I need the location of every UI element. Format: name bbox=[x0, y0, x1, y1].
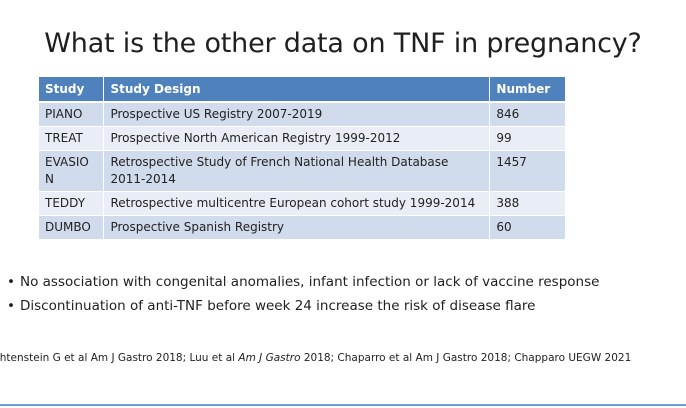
cell-design: Prospective North American Registry 1999… bbox=[103, 126, 491, 151]
header-study: Study bbox=[39, 77, 105, 103]
reference-journal-italic: Am J Gastro bbox=[238, 352, 301, 364]
bottom-divider bbox=[0, 404, 686, 406]
list-item: • Discontinuation of anti-TNF before wee… bbox=[0, 297, 686, 321]
cell-study: EVASIO N bbox=[39, 150, 105, 192]
cell-study: PIANO bbox=[39, 102, 105, 127]
cell-number: 388 bbox=[489, 191, 565, 216]
cell-number: 60 bbox=[489, 215, 565, 240]
header-number: Number bbox=[489, 77, 565, 103]
cell-number: 846 bbox=[489, 102, 565, 127]
study-table: Study Study Design Number PIANO Prospect… bbox=[39, 77, 565, 240]
cell-study: TEDDY bbox=[39, 191, 105, 216]
table-row: EVASIO N Retrospective Study of French N… bbox=[39, 150, 565, 192]
cell-study: DUMBO bbox=[39, 215, 105, 240]
bullet-marker: • bbox=[7, 298, 15, 314]
cell-design: Prospective US Registry 2007-2019 bbox=[103, 102, 491, 127]
bullet-list: • No association with congenital anomali… bbox=[0, 273, 686, 321]
cell-design: Prospective Spanish Registry bbox=[103, 215, 491, 240]
reference-text: chtenstein G et al Am J Gastro 2018; Luu… bbox=[0, 352, 239, 364]
bullet-text: No association with congenital anomalies… bbox=[20, 274, 600, 290]
cell-number: 1457 bbox=[489, 150, 565, 192]
bullet-text: Discontinuation of anti-TNF before week … bbox=[20, 298, 536, 314]
reference-text: 2018; Chaparro et al Am J Gastro 2018; C… bbox=[300, 352, 632, 364]
table-header-row: Study Study Design Number bbox=[39, 77, 565, 103]
cell-study: TREAT bbox=[39, 126, 105, 151]
cell-design: Retrospective multicentre European cohor… bbox=[103, 191, 491, 216]
header-study-design: Study Design bbox=[103, 77, 491, 103]
table-row: PIANO Prospective US Registry 2007-2019 … bbox=[39, 102, 565, 127]
table-row: TREAT Prospective North American Registr… bbox=[39, 126, 565, 151]
references-footnote: chtenstein G et al Am J Gastro 2018; Luu… bbox=[0, 352, 686, 364]
table-row: TEDDY Retrospective multicentre European… bbox=[39, 191, 565, 216]
bullet-marker: • bbox=[7, 274, 15, 290]
cell-number: 99 bbox=[489, 126, 565, 151]
cell-design: Retrospective Study of French National H… bbox=[103, 150, 491, 192]
table-row: DUMBO Prospective Spanish Registry 60 bbox=[39, 215, 565, 240]
list-item: • No association with congenital anomali… bbox=[0, 273, 686, 297]
slide-title: What is the other data on TNF in pregnan… bbox=[44, 28, 642, 59]
